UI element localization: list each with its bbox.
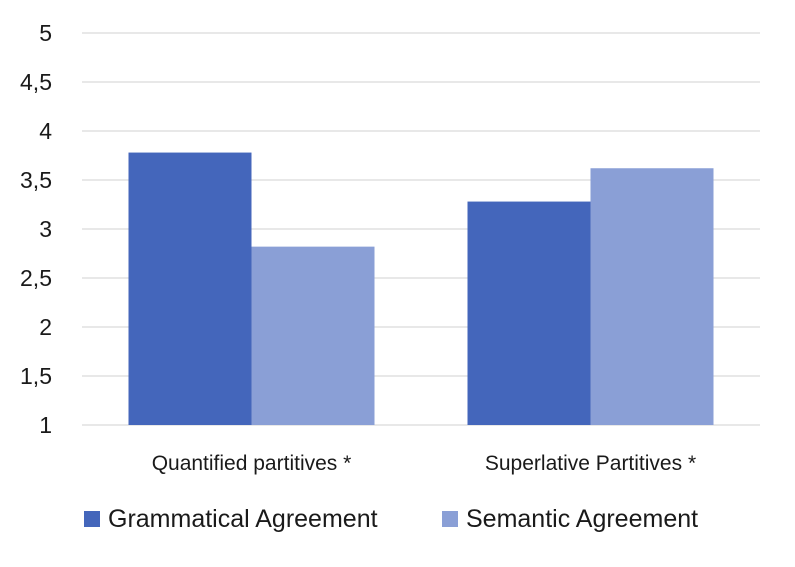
y-tick-label: 4 <box>39 118 52 144</box>
legend-swatch <box>84 511 100 527</box>
y-tick-label: 5 <box>39 20 52 46</box>
y-tick-label: 2,5 <box>20 265 52 291</box>
y-tick-label: 1,5 <box>20 363 52 389</box>
category-label: Superlative Partitives * <box>485 452 696 475</box>
bar <box>251 246 375 425</box>
y-tick-label: 2 <box>39 314 52 340</box>
bar <box>590 168 714 426</box>
legend-label: Grammatical Agreement <box>108 505 378 533</box>
y-tick-label: 4,5 <box>20 69 52 95</box>
legend-label: Semantic Agreement <box>466 505 698 533</box>
y-tick-label: 3,5 <box>20 167 52 193</box>
x-axis-category-labels: Quantified partitives * Superlative Parti… <box>152 452 696 475</box>
legend-swatch <box>442 511 458 527</box>
category-label: Quantified partitives * <box>152 452 352 475</box>
y-axis-tick-labels: 1 1,5 2 2,5 3 3,5 4 4,5 5 <box>20 20 52 438</box>
bars <box>128 152 714 426</box>
legend: Grammatical Agreement Semantic Agreement <box>84 505 698 533</box>
y-tick-label: 3 <box>39 216 52 242</box>
bar <box>128 152 252 425</box>
y-tick-label: 1 <box>39 412 52 438</box>
bar <box>467 201 591 425</box>
